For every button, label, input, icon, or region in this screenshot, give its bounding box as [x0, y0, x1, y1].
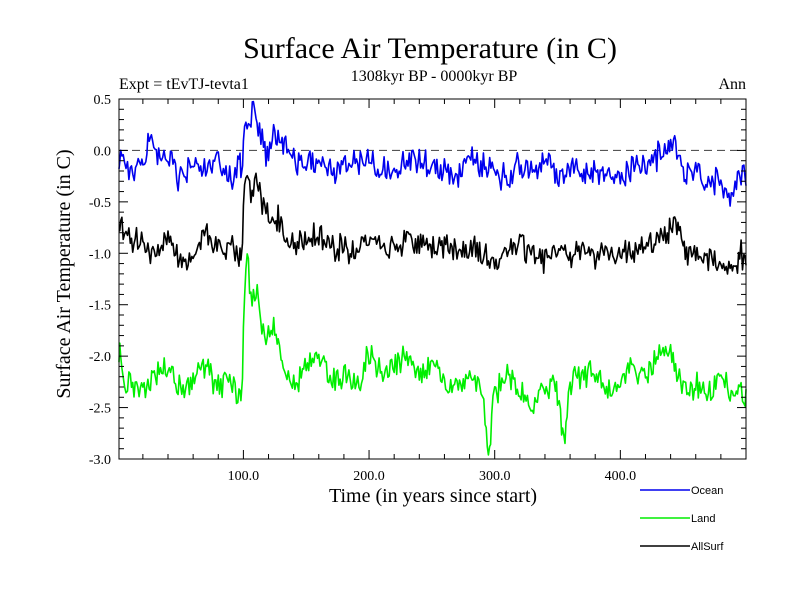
legend-label-land: Land	[691, 513, 715, 525]
y-tick-label: 0.5	[94, 93, 112, 108]
series-line-land	[118, 253, 747, 456]
axis-tick-group: 100.0 200.0 300.0 400.0 0.5 0.0 -0.5 -1.0 -1.5 -2…	[89, 93, 746, 484]
y-axis-label: Surface Air Temperature (in C)	[53, 149, 75, 398]
season-label: Ann	[718, 76, 746, 93]
series-line-allsurf	[118, 172, 747, 275]
y-tick-label: 0.0	[94, 144, 112, 159]
y-tick-label: -2.0	[89, 350, 111, 365]
chart-title: Surface Air Temperature (in C)	[243, 32, 617, 65]
experiment-label: Expt = tEvTJ-tevta1	[119, 76, 249, 93]
series-line-ocean	[118, 100, 747, 207]
legend: Ocean Land AllSurf	[640, 485, 724, 553]
y-tick-label: -3.0	[89, 453, 111, 468]
y-tick-label: -2.5	[89, 402, 111, 417]
y-tick-label: -1.0	[89, 247, 111, 262]
legend-label-ocean: Ocean	[691, 485, 723, 497]
plot-series-group	[118, 100, 747, 456]
y-tick-label: -0.5	[89, 196, 111, 211]
x-tick-label: 100.0	[228, 469, 260, 484]
x-tick-label: 200.0	[353, 469, 385, 484]
x-tick-label: 400.0	[605, 469, 637, 484]
x-axis-label: Time (in years since start)	[329, 485, 537, 507]
plot-frame-group	[118, 98, 747, 460]
y-tick-label: -1.5	[89, 299, 111, 314]
time-range-label: 1308kyr BP - 0000kyr BP	[351, 68, 518, 85]
x-tick-label: 300.0	[479, 469, 511, 484]
plot-frame	[118, 98, 747, 460]
legend-label-allsurf: AllSurf	[691, 541, 724, 553]
